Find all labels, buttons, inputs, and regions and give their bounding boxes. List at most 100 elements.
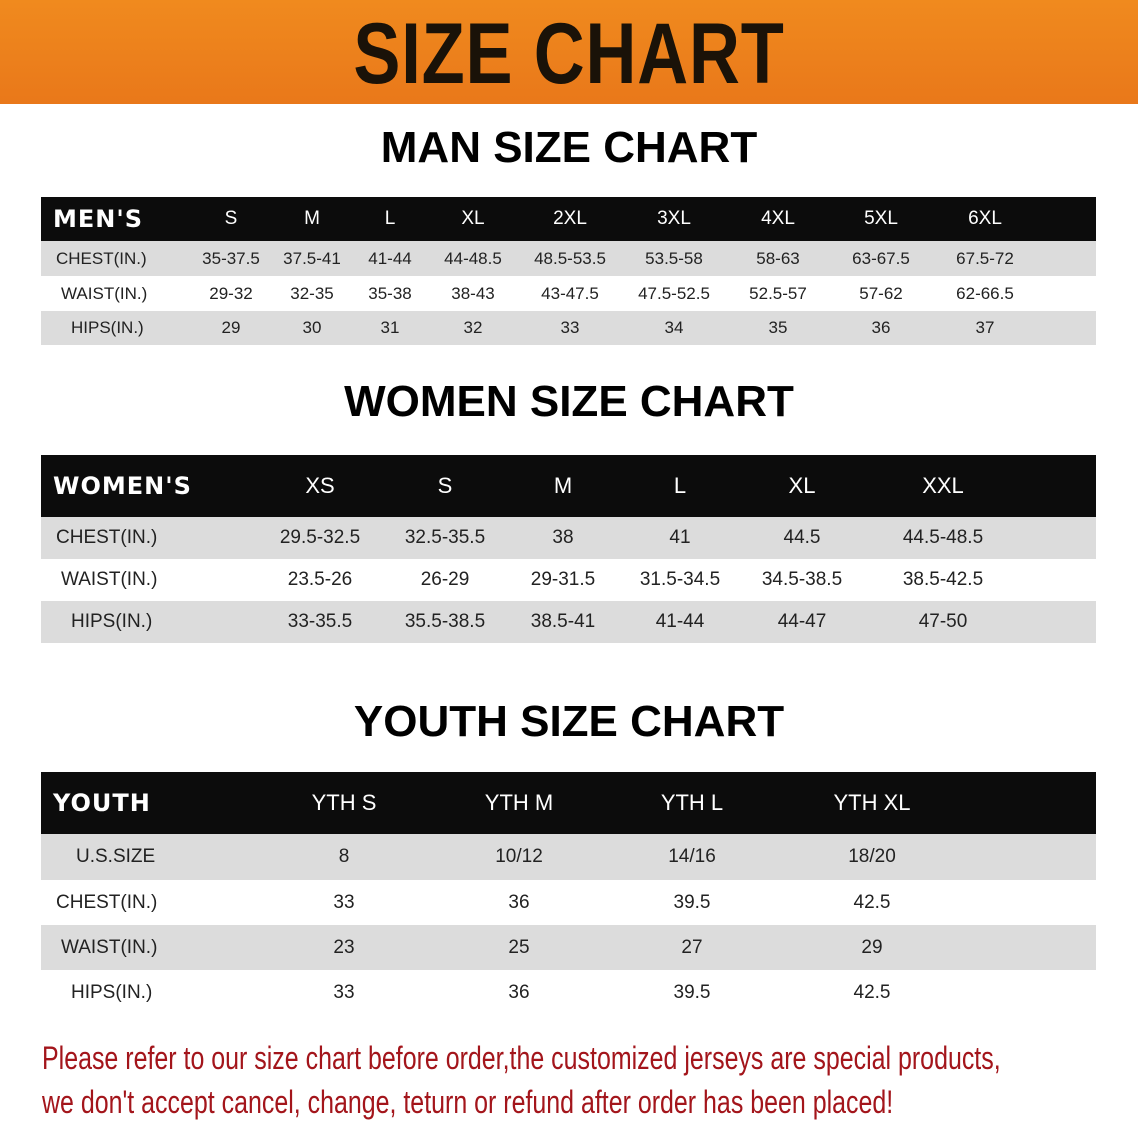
measurement-value: 23 <box>333 936 355 958</box>
measurement-label: HIPS(IN.) <box>71 981 153 1003</box>
notice-line-2: we don't accept cancel, change, teturn o… <box>42 1084 894 1120</box>
measurement-value: 44.5-48.5 <box>902 527 984 548</box>
measurement-value: 41-44 <box>655 611 705 632</box>
men-size-table: MEN'S S M L XL 2XL 3XL 4XL 5XL 6XL CHEST(IN.) 35-37… <box>41 197 1096 345</box>
table-row: HIPS(IN.) 29 30 31 32 33 34 35 36 37 <box>41 311 1096 345</box>
measurement-value: 27 <box>681 936 703 958</box>
measurement-value: 33 <box>333 891 355 913</box>
measurement-value: 37 <box>975 318 995 337</box>
size-header-cell: 3XL <box>657 208 691 229</box>
measurement-value: 38-43 <box>451 283 495 303</box>
measurement-value: 31.5-34.5 <box>639 569 721 590</box>
measurement-value: 35-38 <box>368 283 412 303</box>
measurement-value: 38.5-41 <box>530 611 596 632</box>
women-size-table: WOMEN'S XS S M L XL XXL CHEST(IN.) 29.5-32.5 32.5… <box>41 455 1096 643</box>
measurement-value: 33 <box>333 981 355 1003</box>
measurement-value: 14/16 <box>668 846 716 867</box>
measurement-value: 36 <box>508 891 530 913</box>
measurement-value: 48.5-53.5 <box>534 248 606 268</box>
size-header-cell: S <box>224 208 238 229</box>
measurement-value: 63-67.5 <box>852 248 910 268</box>
measurement-value: 31 <box>380 318 400 337</box>
measurement-value: 44-48.5 <box>444 248 502 268</box>
size-header-cell: L <box>673 473 687 498</box>
measurement-value: 25 <box>508 936 530 958</box>
measurement-label: WAIST(IN.) <box>61 283 148 303</box>
measurement-value: 44.5 <box>783 527 821 548</box>
size-header-cell: YTH XL <box>833 790 911 815</box>
size-header-cell: M <box>553 473 573 498</box>
measurement-label: WAIST(IN.) <box>61 936 158 958</box>
measurement-value: 62-66.5 <box>956 283 1014 303</box>
measurement-value: 29-31.5 <box>530 569 596 590</box>
measurement-value: 33-35.5 <box>287 611 353 632</box>
measurement-value: 58-63 <box>756 248 800 268</box>
measurement-value: 38 <box>552 527 574 548</box>
measurement-value: 37.5-41 <box>283 248 341 268</box>
table-row: WAIST(IN.) 29-32 32-35 35-38 38-43 43-47.5 47.… <box>41 276 1096 311</box>
table-row: U.S.SIZE 8 10/12 14/16 18/20 <box>41 834 1096 880</box>
measurement-value: 41 <box>669 527 691 548</box>
table-title-cell: YOUTH <box>53 789 151 817</box>
table-header-row: WOMEN'S XS S M L XL XXL <box>41 455 1096 517</box>
measurement-value: 30 <box>302 318 322 337</box>
women-section-title: WOMEN SIZE CHART <box>344 377 794 426</box>
size-header-cell: 2XL <box>553 208 587 229</box>
table-row: CHEST(IN.) 33 36 39.5 42.5 <box>41 880 1096 925</box>
measurement-value: 18/20 <box>848 846 896 867</box>
measurement-label: U.S.SIZE <box>76 846 156 867</box>
table-row: CHEST(IN.) 29.5-32.5 32.5-35.5 38 41 44.5 44.5… <box>41 517 1096 559</box>
size-header-cell: XL <box>788 473 816 498</box>
table-header-row: MEN'S S M L XL 2XL 3XL 4XL 5XL 6XL <box>41 197 1096 241</box>
size-header-cell: M <box>304 208 320 229</box>
measurement-value: 53.5-58 <box>645 248 703 268</box>
size-header-cell: 4XL <box>761 208 795 229</box>
measurement-label: WAIST(IN.) <box>61 569 158 590</box>
table-title-cell: MEN'S <box>53 205 143 233</box>
measurement-value: 57-62 <box>859 283 903 303</box>
size-header-cell: S <box>437 473 453 498</box>
size-header-cell: 5XL <box>864 208 898 229</box>
measurement-value: 23.5-26 <box>287 569 353 590</box>
measurement-label: CHEST(IN.) <box>56 248 147 268</box>
measurement-value: 47.5-52.5 <box>638 283 710 303</box>
measurement-value: 38.5-42.5 <box>902 569 984 590</box>
banner: SIZE CHART <box>0 0 1138 104</box>
measurement-value: 34.5-38.5 <box>761 569 843 590</box>
notice-line-1: Please refer to our size chart before or… <box>42 1040 1001 1076</box>
measurement-value: 47-50 <box>918 611 968 632</box>
measurement-value: 10/12 <box>495 846 543 867</box>
measurement-value: 32-35 <box>290 283 334 303</box>
measurement-value: 32.5-35.5 <box>404 527 486 548</box>
size-header-cell: YTH L <box>660 790 724 815</box>
measurement-value: 44-47 <box>777 611 827 632</box>
table-row: HIPS(IN.) 33-35.5 35.5-38.5 38.5-41 41-44 44-… <box>41 601 1096 643</box>
table-header-row: YOUTH YTH S YTH M YTH L YTH XL <box>41 772 1096 834</box>
measurement-value: 67.5-72 <box>956 248 1014 268</box>
measurement-value: 35-37.5 <box>202 248 260 268</box>
table-row: HIPS(IN.) 33 36 39.5 42.5 <box>41 970 1096 1015</box>
measurement-value: 36 <box>508 981 530 1003</box>
table-row: WAIST(IN.) 23.5-26 26-29 29-31.5 31.5-34.5 34… <box>41 559 1096 601</box>
size-header-cell: YTH S <box>311 790 377 815</box>
measurement-value: 33 <box>560 318 580 337</box>
measurement-value: 36 <box>871 318 891 337</box>
size-header-cell: L <box>384 208 396 229</box>
measurement-value: 8 <box>338 846 350 867</box>
table-title-cell: WOMEN'S <box>53 472 192 500</box>
measurement-value: 29.5-32.5 <box>279 527 361 548</box>
measurement-label: CHEST(IN.) <box>56 527 158 548</box>
banner-title: SIZE CHART <box>353 6 785 102</box>
youth-size-table: YOUTH YTH S YTH M YTH L YTH XL U.S.SIZE 8 10/12… <box>41 772 1096 1015</box>
measurement-label: HIPS(IN.) <box>71 318 144 337</box>
measurement-label: HIPS(IN.) <box>71 611 153 632</box>
measurement-value: 26-29 <box>420 569 470 590</box>
table-row: WAIST(IN.) 23 25 27 29 <box>41 925 1096 970</box>
measurement-value: 29 <box>221 318 241 337</box>
size-header-cell: XL <box>461 208 485 229</box>
measurement-label: CHEST(IN.) <box>56 891 158 913</box>
measurement-value: 35 <box>768 318 788 337</box>
measurement-value: 43-47.5 <box>541 283 599 303</box>
measurement-value: 52.5-57 <box>749 283 807 303</box>
measurement-value: 41-44 <box>368 248 412 268</box>
